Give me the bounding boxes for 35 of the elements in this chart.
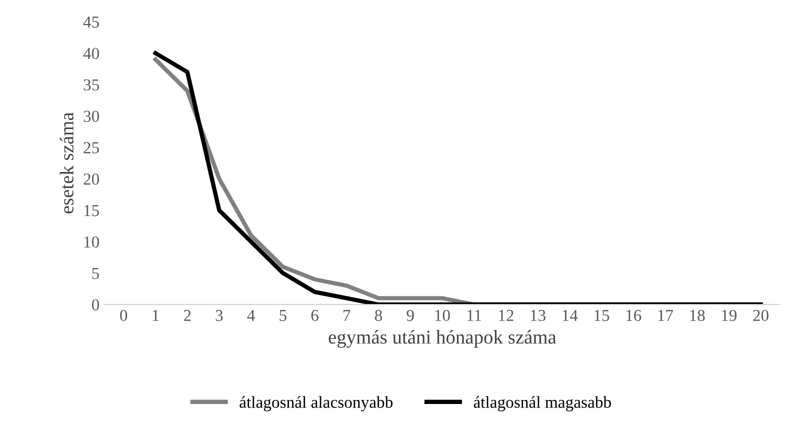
- y-tick-label: 40: [83, 48, 100, 60]
- y-tick-label: 20: [84, 174, 100, 185]
- y-tick-label: 45: [83, 16, 100, 28]
- x-tick-label: 13: [530, 310, 546, 322]
- x-tick-label: 17: [658, 310, 674, 321]
- x-tick-label: 16: [626, 310, 642, 322]
- y-tick-label: 5: [92, 268, 100, 280]
- x-tick-label: 9: [406, 310, 414, 322]
- x-tick-label: 2: [184, 310, 191, 321]
- x-tick-label: 19: [722, 310, 737, 322]
- y-tick-label: 0: [92, 299, 100, 310]
- x-tick-label: 3: [216, 310, 223, 322]
- x-tick-label: 4: [247, 310, 255, 321]
- x-tick-label: 1: [152, 310, 159, 321]
- x-tick-label: 0: [120, 310, 128, 322]
- x-tick-label: 11: [468, 310, 482, 321]
- legend-label: átlagosnál alacsonyabb: [240, 396, 393, 412]
- y-tick-label: 35: [84, 79, 100, 91]
- x-tick-label: 18: [690, 310, 705, 322]
- x-tick-label: 14: [562, 310, 578, 321]
- y-axis-title: esetek száma: [60, 112, 74, 214]
- y-tick-label: 25: [84, 142, 100, 154]
- y-tick-label: 30: [84, 110, 100, 122]
- y-tick-label: 15: [84, 205, 100, 216]
- x-tick-label: 5: [280, 310, 286, 322]
- x-tick-label: 20: [753, 310, 768, 322]
- x-tick-label: 6: [311, 310, 318, 322]
- x-tick-label: 12: [499, 310, 514, 321]
- x-axis-title: egymás utáni hónapok száma: [328, 330, 556, 348]
- x-tick-label: 8: [374, 310, 382, 322]
- x-tick-label: 15: [594, 310, 610, 322]
- legend-label: átlagosnál magasabb: [474, 396, 611, 412]
- y-tick-label: 10: [84, 236, 100, 248]
- x-tick-label: 7: [344, 310, 350, 321]
- x-tick-label: 10: [435, 310, 450, 322]
